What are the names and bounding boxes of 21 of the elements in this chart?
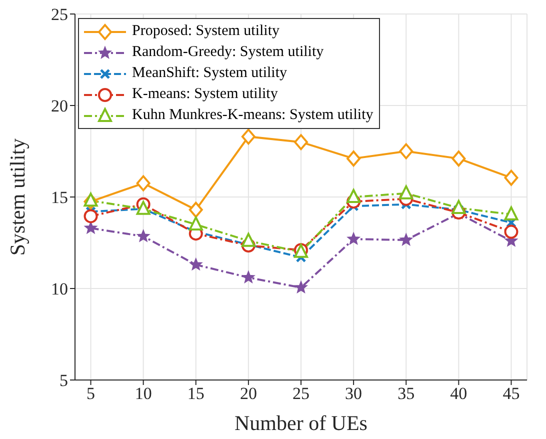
x-tick-label: 35 bbox=[398, 384, 415, 404]
y-tick-label: 20 bbox=[51, 96, 68, 116]
y-tick-label: 25 bbox=[51, 5, 68, 24]
y-tick-label: 5 bbox=[60, 371, 68, 390]
legend-label: MeanShift: System utility bbox=[132, 65, 288, 82]
x-tick-label: 5 bbox=[86, 384, 96, 404]
legend-label: Random-Greedy: System utility bbox=[132, 44, 324, 61]
x-tick-label: 20 bbox=[240, 384, 257, 404]
legend-label: Kuhn Munkres-K-means: System utility bbox=[132, 107, 374, 124]
x-tick-label: 25 bbox=[292, 384, 310, 404]
x-tick-label: 15 bbox=[187, 384, 204, 404]
x-tick-label: 45 bbox=[502, 384, 520, 404]
x-tick-label: 30 bbox=[345, 384, 362, 404]
x-tick-label: 40 bbox=[450, 384, 468, 404]
x-tick-label: 10 bbox=[134, 384, 152, 404]
y-tick-label: 10 bbox=[51, 280, 68, 299]
x-axis-title: Number of UEs bbox=[234, 411, 368, 435]
legend-label: Proposed: System utility bbox=[132, 23, 280, 40]
y-tick-label: 15 bbox=[51, 188, 68, 208]
y-axis-title: System utility bbox=[5, 138, 30, 256]
legend-label: K-means: System utility bbox=[132, 86, 278, 103]
